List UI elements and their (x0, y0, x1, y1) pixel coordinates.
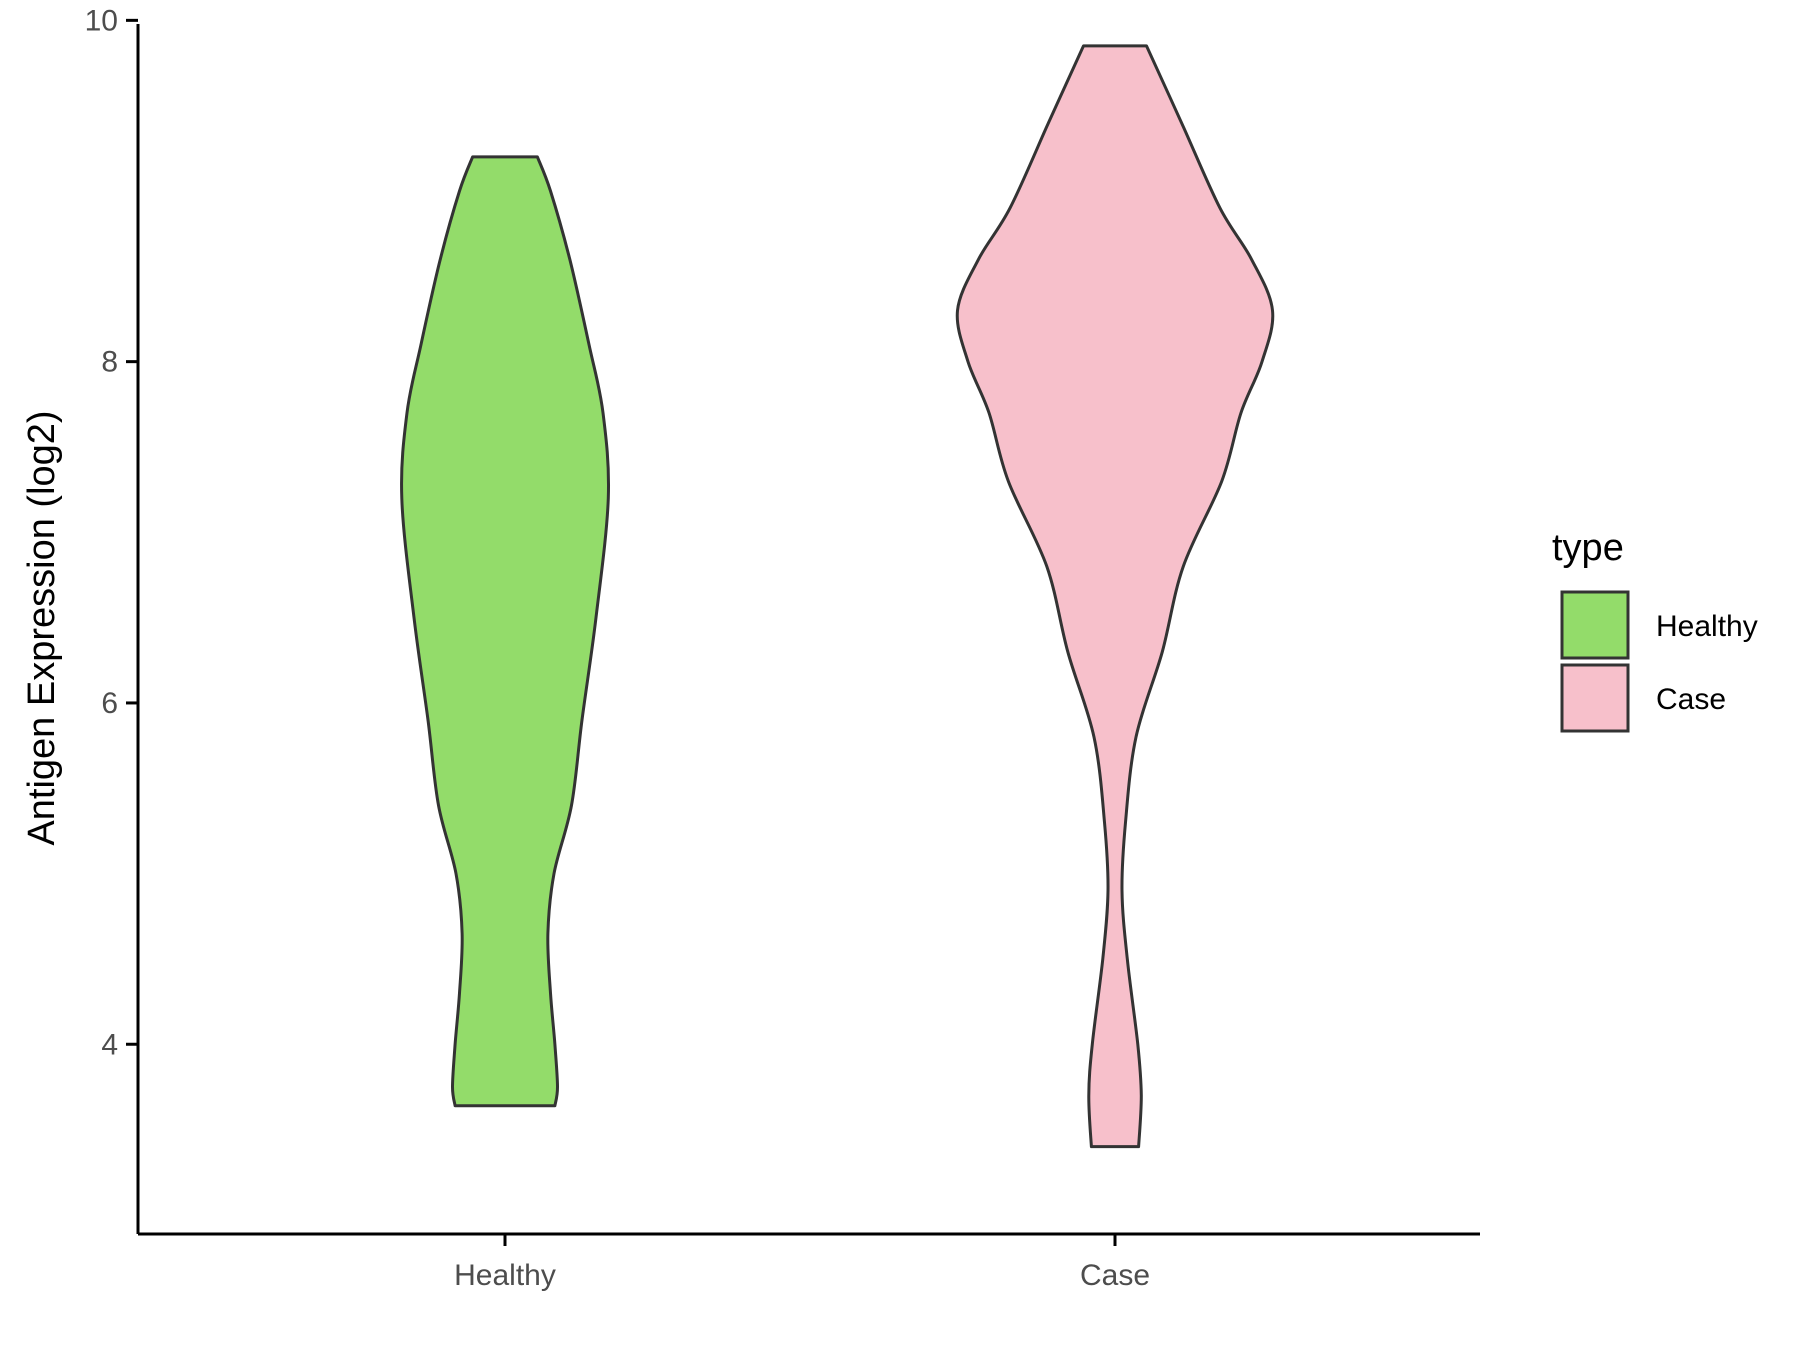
violin-case (955, 44, 1275, 1149)
y-tick-label: 6 (101, 687, 118, 720)
violins (400, 44, 1275, 1149)
legend-label-healthy: Healthy (1656, 610, 1758, 643)
violin-healthy (400, 155, 611, 1108)
legend-items: Healthy Case (1560, 590, 1758, 733)
x-tick-label: Case (1080, 1259, 1150, 1292)
legend: type Healthy Case (1552, 527, 1758, 733)
x-tick-label: Healthy (454, 1259, 556, 1292)
legend-title: type (1552, 527, 1624, 569)
y-tick-label: 4 (101, 1028, 118, 1061)
legend-key-case (1560, 663, 1630, 733)
legend-key-healthy (1560, 590, 1630, 660)
legend-label-case: Case (1656, 683, 1726, 716)
x-ticks: Healthy Case (454, 1234, 1150, 1292)
y-axis-title: Antigen Expression (log2) (21, 410, 63, 845)
plot-area: 4 6 8 10 Healthy Case (85, 4, 1480, 1292)
y-tick-label: 8 (101, 346, 118, 379)
y-tick-label: 10 (85, 4, 118, 37)
y-ticks: 4 6 8 10 (85, 4, 138, 1061)
